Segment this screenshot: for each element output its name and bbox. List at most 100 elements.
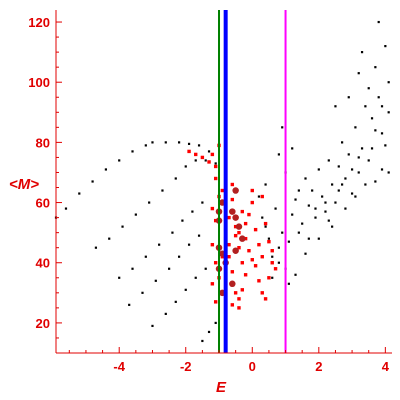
data-point-black [151, 141, 154, 144]
data-point-red [247, 249, 251, 253]
data-point-large [229, 280, 236, 288]
y-tick-label: 20 [36, 316, 50, 331]
data-point-black [304, 177, 307, 180]
data-point-black [131, 267, 134, 270]
points-layer [54, 20, 390, 343]
data-point-black [337, 165, 340, 168]
data-point-black [294, 198, 297, 201]
data-point-red [243, 273, 248, 277]
data-point-large [232, 214, 239, 221]
vertical-lines [218, 10, 287, 353]
data-point-red [213, 300, 218, 304]
data-point-black [331, 225, 334, 228]
data-point-large [239, 235, 246, 242]
data-point-red [270, 249, 274, 253]
data-point-red [210, 206, 215, 211]
data-point-black [317, 237, 320, 240]
data-point-black [197, 234, 201, 237]
data-point-red [263, 221, 268, 226]
data-point-black [291, 147, 294, 150]
data-point-red [250, 200, 254, 205]
data-point-black [281, 126, 284, 129]
data-point-black [297, 231, 300, 234]
data-point-black [317, 168, 320, 171]
data-point-red [213, 218, 218, 223]
data-point-black [194, 159, 197, 162]
data-point-black [357, 156, 360, 159]
data-point-red [267, 239, 271, 244]
data-point-black [374, 180, 377, 183]
data-point-black [207, 330, 211, 334]
data-point-black [277, 261, 280, 264]
data-point-red [227, 215, 231, 220]
data-point-black [380, 132, 384, 135]
data-point-black [194, 276, 197, 279]
data-point-black [374, 66, 377, 69]
y-tick-label: 40 [36, 256, 50, 271]
data-point-black [191, 210, 194, 213]
data-point-red [227, 242, 231, 247]
data-point-black [164, 141, 167, 144]
data-point-black [177, 255, 181, 258]
data-point-red [213, 261, 218, 265]
data-point-red [230, 182, 235, 187]
data-point-large [229, 208, 236, 215]
data-point-black [347, 96, 350, 99]
data-point-large [232, 247, 239, 254]
data-point-red [187, 149, 191, 154]
data-point-black [357, 171, 360, 174]
data-point-red [260, 291, 264, 295]
data-point-black [387, 111, 390, 114]
data-point-red [207, 160, 211, 164]
data-point-black [307, 204, 310, 207]
data-point-black [367, 87, 370, 90]
data-point-black [307, 237, 310, 240]
data-point-black [214, 321, 217, 325]
data-point-red [194, 152, 198, 157]
data-point-black [177, 141, 181, 144]
data-point-black [168, 267, 171, 270]
data-point-red [210, 242, 215, 247]
data-point-red [227, 255, 231, 259]
data-point-black [174, 177, 177, 180]
data-point-red [240, 288, 244, 292]
data-point-black [144, 255, 147, 258]
data-point-large [235, 223, 243, 230]
data-point-black [144, 144, 147, 147]
data-point-red [233, 291, 238, 295]
data-point-red [253, 264, 258, 268]
data-point-large [232, 187, 239, 194]
data-point-red [230, 270, 235, 274]
data-point-black [148, 201, 151, 204]
data-point-black [181, 219, 184, 222]
tick-labels: -4 -2 0 2 4 20 40 60 80 100 120 [28, 15, 389, 374]
data-point-black [207, 150, 211, 153]
data-point-red [233, 224, 238, 229]
data-point-black [214, 162, 217, 165]
data-point-red [237, 297, 241, 301]
data-point-black [344, 177, 347, 180]
data-point-black [184, 165, 187, 168]
data-point-red [257, 242, 261, 247]
data-point-red [263, 297, 268, 301]
data-point-black [287, 282, 290, 285]
data-point-black [337, 189, 340, 192]
data-point-black [294, 273, 297, 276]
data-point-red [220, 188, 225, 193]
y-tick-label: 80 [36, 135, 50, 150]
y-tick-label: 60 [36, 196, 50, 211]
data-point-black [340, 141, 344, 144]
data-point-black [354, 126, 357, 129]
data-point-black [354, 195, 357, 198]
data-point-black [377, 20, 380, 24]
x-tick-label: 4 [382, 359, 390, 374]
data-point-black [267, 237, 271, 240]
data-point-black [364, 105, 367, 108]
data-point-black [321, 195, 324, 198]
data-point-black [261, 216, 264, 219]
data-point-black [158, 243, 161, 246]
data-point-red [237, 306, 241, 310]
data-point-black [128, 303, 131, 306]
data-point-black [334, 105, 337, 108]
data-point-red [267, 276, 271, 280]
